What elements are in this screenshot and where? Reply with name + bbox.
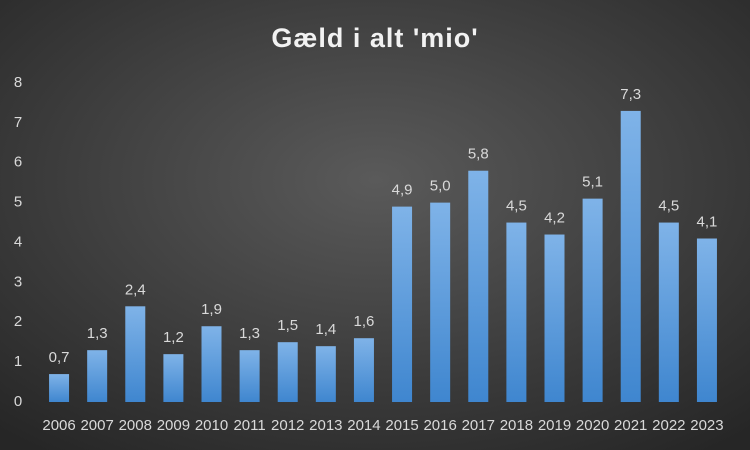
data-label: 2,4 <box>125 281 146 298</box>
x-tick-label: 2014 <box>347 417 380 434</box>
x-tick-label: 2017 <box>462 417 495 434</box>
bar <box>544 234 565 402</box>
x-tick-label: 2013 <box>309 417 342 434</box>
y-tick-label: 2 <box>14 313 22 330</box>
bar <box>353 338 374 402</box>
data-label: 4,5 <box>658 198 679 215</box>
data-label: 1,3 <box>87 325 108 342</box>
y-tick-label: 8 <box>14 74 22 91</box>
data-label: 5,0 <box>430 178 451 195</box>
bar <box>658 222 679 402</box>
bar <box>239 350 260 402</box>
data-label: 1,4 <box>315 321 336 338</box>
bar <box>201 326 222 402</box>
data-label: 1,3 <box>239 325 260 342</box>
x-tick-label: 2012 <box>271 417 304 434</box>
chart-title: Gæld i alt 'mio' <box>271 23 478 53</box>
data-label: 1,5 <box>277 317 298 334</box>
x-tick-label: 2019 <box>538 417 571 434</box>
bar <box>506 222 527 402</box>
x-tick-label: 2020 <box>576 417 609 434</box>
y-tick-label: 5 <box>14 194 22 211</box>
bar <box>277 342 298 402</box>
bar <box>163 354 184 402</box>
x-tick-label: 2021 <box>614 417 647 434</box>
bar <box>620 110 641 402</box>
y-tick-label: 7 <box>14 114 22 131</box>
data-label: 4,2 <box>544 209 565 226</box>
bar <box>87 350 108 402</box>
y-tick-label: 1 <box>14 353 22 370</box>
bar <box>125 306 146 402</box>
x-tick-label: 2008 <box>119 417 152 434</box>
y-tick-label: 3 <box>14 273 22 290</box>
x-tick-label: 2015 <box>385 417 418 434</box>
data-label: 1,6 <box>354 313 375 330</box>
x-tick-label: 2022 <box>652 417 685 434</box>
x-tick-label: 2007 <box>80 417 113 434</box>
data-label: 7,3 <box>620 86 641 103</box>
x-tick-label: 2010 <box>195 417 228 434</box>
data-label: 5,1 <box>582 174 603 191</box>
data-label: 4,5 <box>506 198 527 215</box>
y-tick-label: 0 <box>14 393 22 410</box>
x-tick-label: 2006 <box>42 417 75 434</box>
y-tick-label: 4 <box>14 233 22 250</box>
bar <box>315 346 336 402</box>
y-tick-label: 6 <box>14 154 22 171</box>
x-tick-label: 2016 <box>423 417 456 434</box>
x-tick-label: 2011 <box>233 417 265 434</box>
bar <box>696 238 717 402</box>
bar <box>430 202 451 402</box>
data-label: 1,2 <box>163 329 184 346</box>
bar <box>392 206 413 402</box>
data-label: 4,9 <box>392 182 413 199</box>
bar <box>468 170 489 402</box>
x-tick-label: 2023 <box>690 417 723 434</box>
data-label: 1,9 <box>201 301 222 318</box>
bar <box>49 374 70 402</box>
x-tick-label: 2018 <box>500 417 533 434</box>
bar <box>582 198 603 402</box>
data-label: 5,8 <box>468 146 489 163</box>
x-tick-label: 2009 <box>157 417 190 434</box>
data-label: 4,1 <box>697 213 718 230</box>
data-label: 0,7 <box>49 349 70 366</box>
